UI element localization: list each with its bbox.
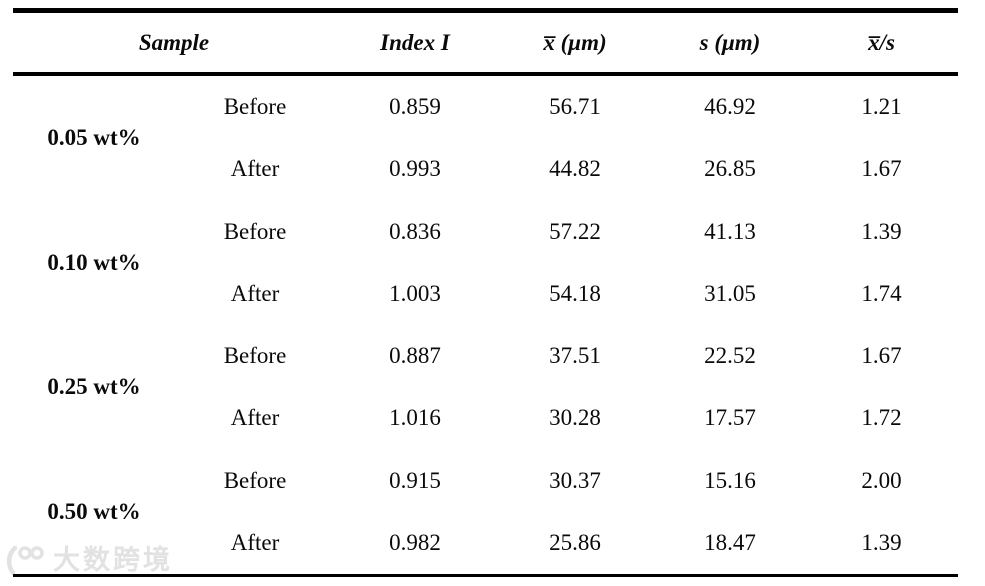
- index-i-cell: 0.859: [389, 94, 441, 120]
- watermark-text: 大数跨境: [53, 544, 173, 576]
- index-i-cell: 0.915: [389, 467, 441, 493]
- ratio-cell: 1.74: [861, 280, 902, 306]
- table-row: Before 0.859 56.71 46.92 1.21: [13, 76, 958, 138]
- xbar-cell: 30.37: [549, 467, 601, 493]
- sample-label: 0.50 wt%: [47, 498, 141, 524]
- header-sample: Sample: [138, 29, 210, 55]
- ratio-cell: 1.39: [861, 529, 902, 555]
- stage-cell: Before: [223, 467, 287, 493]
- s-cell: 15.16: [704, 467, 756, 493]
- stage-cell: After: [230, 405, 280, 431]
- watermark-logo-icon: [4, 544, 48, 576]
- s-cell: 41.13: [704, 218, 756, 244]
- stage-cell: After: [230, 280, 280, 306]
- sample-group-010: 0.10 wt% Before 0.836 57.22 41.13 1.39 A…: [13, 201, 958, 326]
- header-s-um: s (μm): [699, 29, 761, 55]
- xbar-cell: 57.22: [549, 218, 601, 244]
- stage-cell: After: [230, 156, 280, 182]
- table-top-rule: [13, 8, 958, 13]
- xbar-cell: 30.28: [549, 405, 601, 431]
- ratio-cell: 1.67: [861, 343, 902, 369]
- header-xbar-over-s: x̅/s: [868, 29, 895, 55]
- data-table: Sample Index I x̅ (μm) s (μm) x̅/s 0.05 …: [13, 8, 958, 577]
- ratio-cell: 1.67: [861, 156, 902, 182]
- sample-group-050: 0.50 wt% Before 0.915 30.37 15.16 2.00 A…: [13, 450, 958, 575]
- stage-cell: Before: [223, 94, 287, 120]
- watermark: 大数跨境: [4, 544, 173, 576]
- sample-label: 0.10 wt%: [47, 249, 141, 275]
- header-index-i: Index I: [380, 29, 450, 55]
- table-row: After 0.982 25.86 18.47 1.39: [13, 512, 958, 574]
- ratio-cell: 1.39: [861, 218, 902, 244]
- index-i-cell: 1.016: [389, 405, 441, 431]
- table-row: Before 0.887 37.51 22.52 1.67: [13, 325, 958, 387]
- s-cell: 18.47: [704, 529, 756, 555]
- index-i-cell: 0.993: [389, 156, 441, 182]
- xbar-cell: 37.51: [549, 343, 601, 369]
- stage-cell: Before: [223, 218, 287, 244]
- stage-cell: Before: [223, 343, 287, 369]
- s-cell: 26.85: [704, 156, 756, 182]
- s-cell: 46.92: [704, 94, 756, 120]
- table-header-rule: [13, 72, 958, 76]
- ratio-cell: 1.72: [861, 405, 902, 431]
- stage-cell: After: [230, 529, 280, 555]
- table-row: After 1.003 54.18 31.05 1.74: [13, 263, 958, 325]
- s-cell: 31.05: [704, 280, 756, 306]
- table-body: 0.05 wt% Before 0.859 56.71 46.92 1.21 A…: [13, 76, 958, 574]
- s-cell: 17.57: [704, 405, 756, 431]
- index-i-cell: 1.003: [389, 280, 441, 306]
- table-row: Before 0.836 57.22 41.13 1.39: [13, 201, 958, 263]
- sample-label: 0.05 wt%: [47, 125, 141, 151]
- table-row: After 0.993 44.82 26.85 1.67: [13, 138, 958, 200]
- table-header-row: Sample Index I x̅ (μm) s (μm) x̅/s: [13, 13, 958, 72]
- sample-group-025: 0.25 wt% Before 0.887 37.51 22.52 1.67 A…: [13, 325, 958, 450]
- ratio-cell: 1.21: [861, 94, 902, 120]
- xbar-cell: 44.82: [549, 156, 601, 182]
- xbar-cell: 54.18: [549, 280, 601, 306]
- xbar-cell: 56.71: [549, 94, 601, 120]
- s-cell: 22.52: [704, 343, 756, 369]
- table-bottom-rule: [13, 574, 958, 577]
- ratio-cell: 2.00: [861, 467, 902, 493]
- table-row: After 1.016 30.28 17.57 1.72: [13, 387, 958, 449]
- index-i-cell: 0.887: [389, 343, 441, 369]
- sample-label: 0.25 wt%: [47, 374, 141, 400]
- index-i-cell: 0.836: [389, 218, 441, 244]
- sample-group-005: 0.05 wt% Before 0.859 56.71 46.92 1.21 A…: [13, 76, 958, 201]
- table-row: Before 0.915 30.37 15.16 2.00: [13, 450, 958, 512]
- index-i-cell: 0.982: [389, 529, 441, 555]
- header-xbar-um: x̅ (μm): [543, 29, 607, 55]
- xbar-cell: 25.86: [549, 529, 601, 555]
